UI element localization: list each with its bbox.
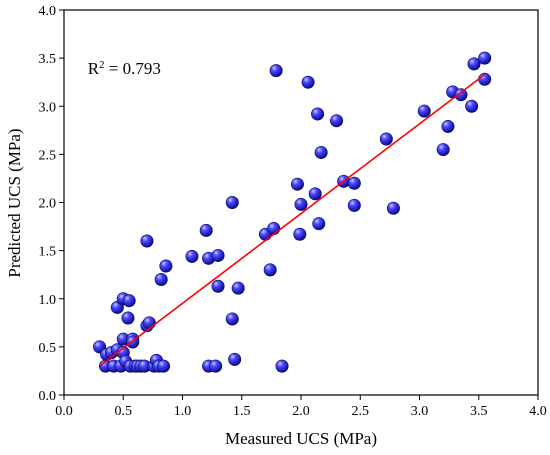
r-squared-value: = 0.793 (105, 59, 161, 78)
data-point (275, 359, 289, 373)
r-squared-annotation: R2 = 0.793 (88, 59, 161, 78)
data-point (159, 259, 173, 273)
data-point (301, 75, 315, 89)
data-point (454, 88, 468, 102)
x-tick-label: 0.5 (115, 404, 133, 419)
x-tick-label: 1.5 (233, 404, 251, 419)
data-point (417, 104, 431, 118)
y-tick-label: 3.0 (39, 100, 57, 115)
x-axis: 0.0 0.5 1.0 1.5 2.0 2.5 3.0 3.5 4.0 (55, 395, 547, 419)
y-tick-label: 3.5 (39, 52, 57, 67)
data-point (441, 119, 455, 133)
y-tick-label: 4.0 (39, 4, 57, 19)
y-tick-label: 0.0 (39, 389, 57, 404)
x-tick-label: 1.0 (174, 404, 192, 419)
x-axis-label: Measured UCS (MPa) (225, 429, 377, 448)
data-point (465, 99, 479, 113)
y-tick-label: 0.5 (39, 341, 57, 356)
data-point (379, 132, 393, 146)
data-point (263, 263, 277, 277)
data-point (290, 177, 304, 191)
data-point (185, 249, 199, 263)
data-point (330, 114, 344, 128)
data-point (211, 279, 225, 293)
data-point (347, 198, 361, 212)
data-point (293, 227, 307, 241)
y-tick-label: 1.5 (39, 245, 57, 260)
y-tick-label: 2.5 (39, 148, 57, 163)
data-point (140, 234, 154, 248)
data-point (314, 145, 328, 159)
r-squared-base: R (88, 59, 100, 78)
data-point (225, 196, 239, 210)
data-point (436, 143, 450, 157)
regression-line (99, 73, 486, 367)
data-point (467, 57, 481, 71)
y-axis: 0.0 0.5 1.0 1.5 2.0 2.5 3.0 3.5 4.0 (39, 4, 64, 404)
y-axis-label: Predicted UCS (MPa) (5, 128, 24, 277)
x-tick-label: 3.5 (470, 404, 488, 419)
data-point (225, 312, 239, 326)
data-points (93, 51, 492, 373)
data-point (269, 64, 283, 78)
data-point (154, 272, 168, 286)
x-tick-label: 0.0 (55, 404, 73, 419)
x-tick-label: 4.0 (529, 404, 547, 419)
data-point (122, 294, 136, 308)
r-squared-superscript: 2 (99, 59, 105, 71)
data-point (478, 51, 492, 65)
data-point (312, 217, 326, 231)
y-tick-label: 2.0 (39, 197, 57, 212)
data-point (267, 221, 281, 235)
x-tick-label: 2.0 (292, 404, 310, 419)
data-point (209, 359, 223, 373)
y-tick-label: 1.0 (39, 293, 57, 308)
x-tick-label: 3.0 (411, 404, 429, 419)
data-point (386, 201, 400, 215)
data-point (347, 176, 361, 190)
data-point (308, 187, 322, 201)
data-point (231, 281, 245, 295)
data-point (157, 359, 171, 373)
data-point (211, 248, 225, 262)
data-point (294, 197, 308, 211)
data-point (199, 223, 213, 237)
data-point (311, 107, 325, 121)
data-point (142, 316, 156, 330)
data-point (228, 352, 242, 366)
data-point (121, 311, 135, 325)
x-tick-label: 2.5 (352, 404, 370, 419)
